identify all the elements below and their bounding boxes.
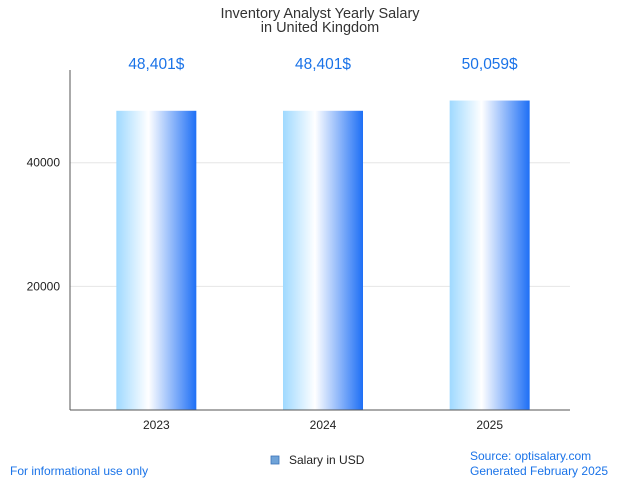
source-text: Source: optisalary.com (470, 449, 591, 463)
bar-2023 (116, 110, 197, 410)
y-tick-label: 20000 (27, 279, 61, 293)
data-label-2024: 48,401$ (295, 56, 351, 73)
data-label-2025: 50,059$ (462, 56, 518, 73)
legend: Salary in USD (270, 453, 365, 467)
legend-swatch (270, 455, 280, 465)
data-labels: 48,401$ 48,401$ 50,059$ (128, 56, 518, 73)
y-tick-label: 40000 (27, 156, 61, 170)
x-tick-label: 2025 (476, 418, 503, 432)
axes: 20000 40000 2023 2024 2025 (27, 70, 570, 432)
bars (116, 100, 530, 410)
data-label-2023: 48,401$ (128, 56, 184, 73)
legend-label: Salary in USD (289, 453, 365, 467)
bar-2024 (283, 110, 363, 410)
chart-title: Inventory Analyst Yearly Salary (220, 6, 420, 22)
bar-2025 (449, 100, 530, 410)
x-tick-label: 2023 (143, 418, 170, 432)
x-tick-label: 2024 (310, 418, 337, 432)
disclaimer-text: For informational use only (10, 464, 148, 478)
chart-subtitle: in United Kingdom (261, 20, 380, 36)
generated-text: Generated February 2025 (470, 464, 608, 478)
